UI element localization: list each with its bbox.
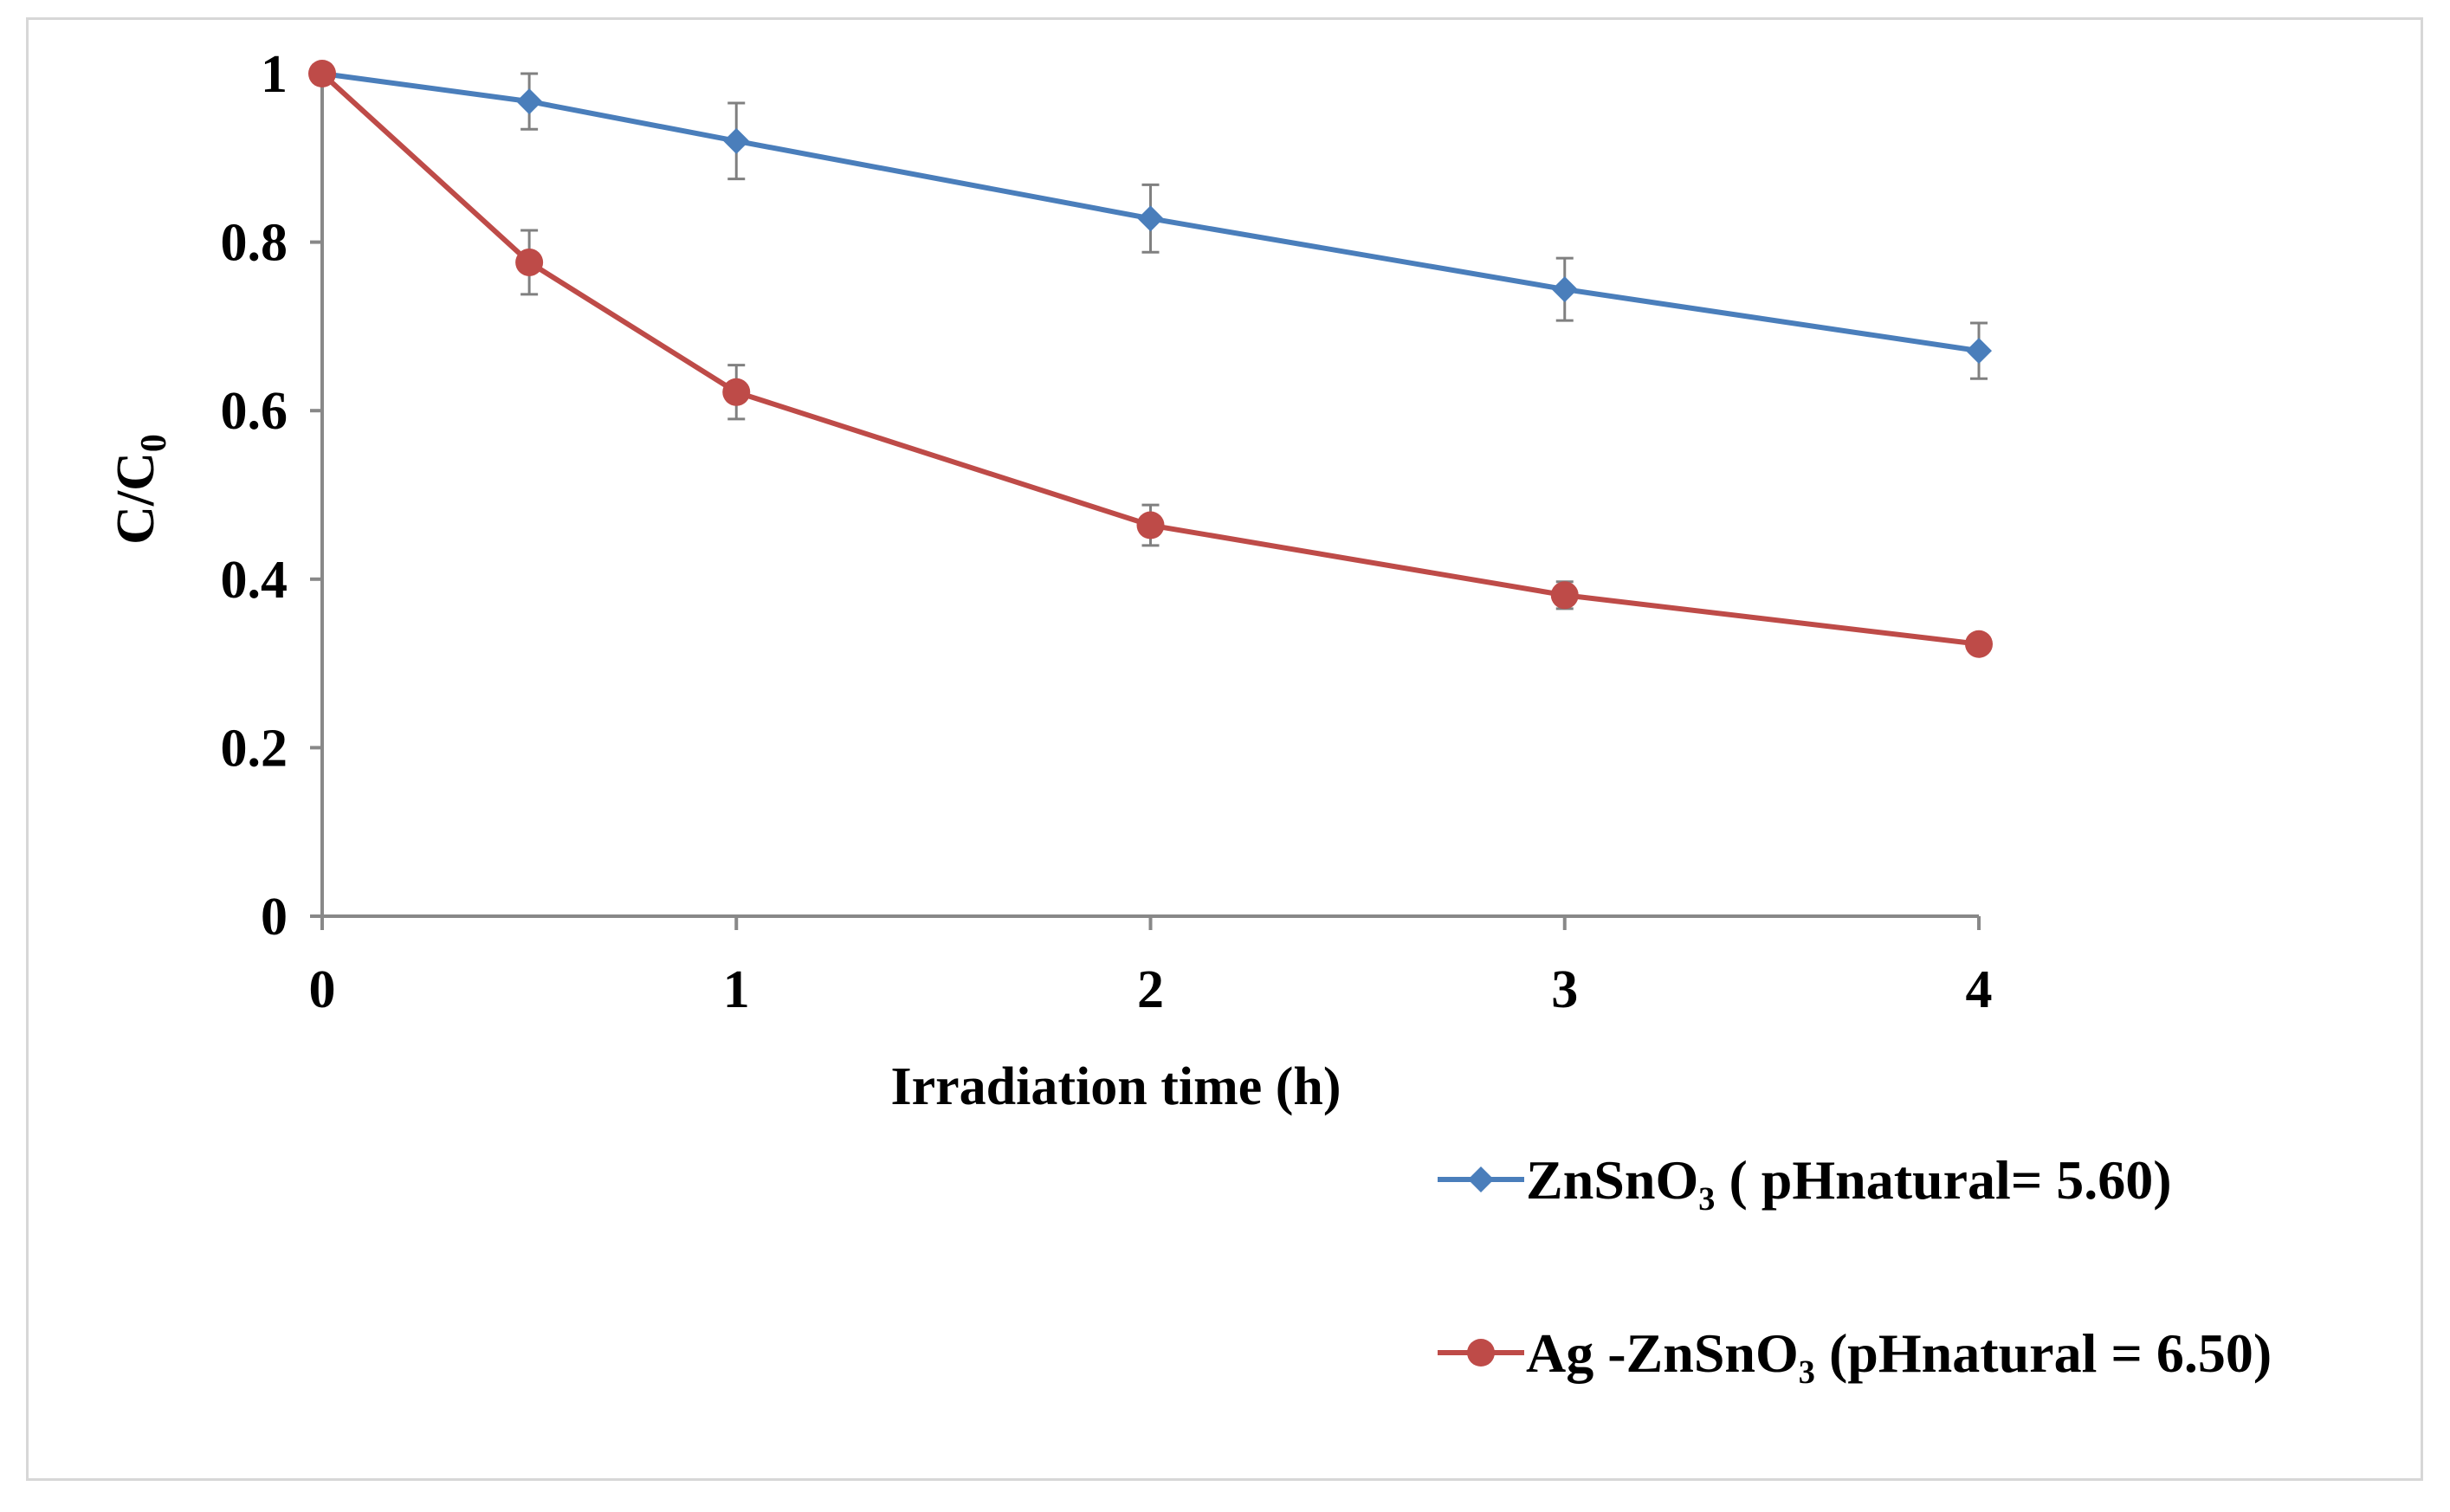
data-point [515, 248, 544, 276]
y-axis-title: C/C0 [107, 434, 174, 545]
data-point [1136, 511, 1165, 540]
y-tick-label: 1 [261, 45, 288, 104]
series-1 [309, 61, 1992, 380]
data-point [1551, 276, 1578, 303]
data-point [1966, 338, 1992, 365]
y-tick-label: 0.6 [221, 382, 288, 441]
data-point [1965, 630, 1993, 658]
legend-marker [1467, 1339, 1495, 1367]
y-tick-label: 0.2 [221, 719, 288, 778]
x-tick-label: 4 [1966, 960, 1993, 1019]
x-tick-label: 1 [723, 960, 750, 1019]
x-tick-label: 2 [1137, 960, 1164, 1019]
series-line [320, 71, 1980, 647]
data-point [308, 60, 336, 87]
legend-marker [1468, 1166, 1494, 1192]
data-point [722, 378, 751, 406]
legend-label: Ag -ZnSnO₃ (pHnatural = 6.50) [1526, 1322, 2272, 1384]
data-point [1550, 581, 1579, 610]
y-tick-label: 0 [261, 888, 288, 947]
series-2 [308, 60, 1993, 658]
legend: ZnSnO₃ ( pHnatural= 5.60) Ag -ZnSnO₃ (pHn… [1438, 1149, 2272, 1384]
legend-entry-1: ZnSnO₃ ( pHnatural= 5.60) [1438, 1149, 2172, 1211]
y-tick-label: 0.8 [221, 214, 288, 273]
y-axis-title-subscript: 0 [134, 434, 174, 452]
y-axis-title-main: C/C [107, 452, 165, 545]
series-layer [308, 60, 1993, 658]
series-line [321, 71, 1980, 354]
data-point [723, 127, 750, 154]
x-axis-title: Irradiation time (h) [890, 1057, 1341, 1116]
x-tick-label: 3 [1551, 960, 1578, 1019]
data-point [1137, 205, 1164, 232]
x-tick-label: 0 [309, 960, 336, 1019]
legend-label: ZnSnO₃ ( pHnatural= 5.60) [1526, 1149, 2172, 1211]
chart-frame [26, 17, 2423, 1481]
axes-layer: 0 0.2 0.4 0.6 0.8 1 0 1 2 3 4 Irradiation time (h) C… [107, 45, 1993, 1116]
y-tick-label: 0.4 [221, 551, 288, 610]
data-point [516, 88, 543, 115]
legend-entry-2: Ag -ZnSnO₃ (pHnatural = 6.50) [1438, 1322, 2272, 1384]
